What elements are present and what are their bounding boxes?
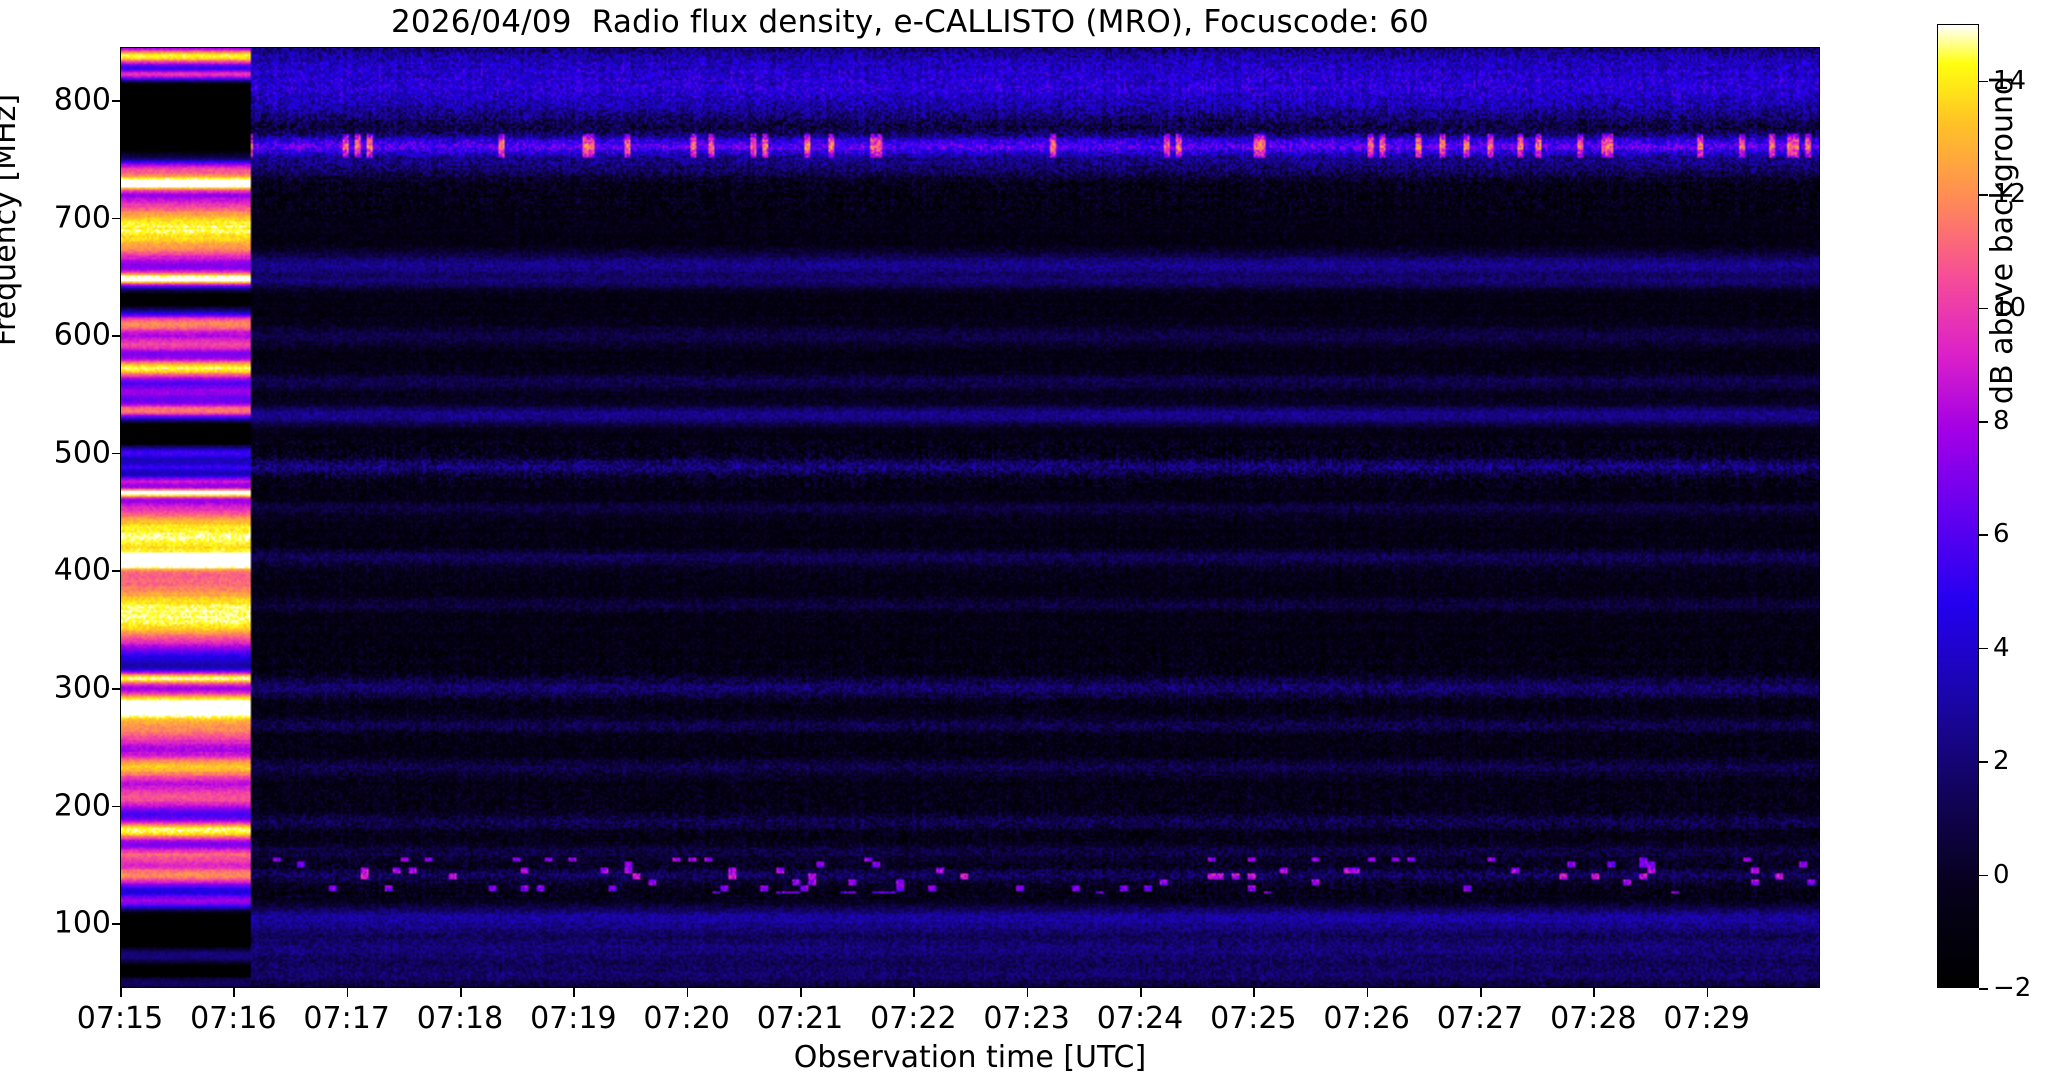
x-tick-label: 07:23: [983, 1001, 1070, 1036]
y-tick-mark: [112, 805, 121, 808]
x-tick-mark: [1026, 988, 1029, 997]
y-tick-label: 400: [53, 552, 111, 588]
x-tick-mark: [233, 988, 235, 997]
x-tick-label: 07:27: [1436, 1001, 1524, 1036]
y-tick-label: 800: [53, 82, 111, 118]
colorbar-gradient: [1938, 25, 1978, 987]
x-tick-mark: [346, 988, 349, 997]
colorbar-tick-mark: [1979, 80, 1988, 83]
y-tick-label: 300: [53, 670, 111, 706]
chart-title: 2026/04/09 Radio flux density, e-CALLIST…: [391, 4, 1429, 40]
colorbar-tick-label: 10: [1993, 292, 2027, 323]
x-tick-mark: [1253, 988, 1255, 997]
colorbar-tick-mark: [1979, 761, 1988, 763]
x-tick-mark: [686, 988, 689, 997]
x-tick-mark: [460, 988, 462, 997]
colorbar-label: dB above background: [1985, 75, 2020, 405]
x-tick-mark: [1480, 988, 1482, 997]
x-tick-label: 07:28: [1550, 1001, 1637, 1036]
y-tick-mark: [112, 923, 121, 925]
colorbar-tick-label: 2: [1993, 746, 2010, 777]
x-tick-label: 07:16: [190, 1001, 277, 1036]
colorbar-tick-mark: [1979, 307, 1988, 310]
x-tick-label: 07:24: [1096, 1001, 1184, 1036]
x-tick-mark: [1366, 988, 1369, 997]
colorbar-tick-label: 0: [1993, 859, 2010, 890]
y-tick-mark: [112, 335, 121, 337]
colorbar-tick-label: 6: [1993, 519, 2010, 550]
y-tick-mark: [112, 452, 121, 455]
x-tick-mark: [800, 988, 802, 997]
x-tick-mark: [1593, 988, 1595, 997]
colorbar-tick-mark: [1979, 194, 1988, 196]
x-tick-label: 07:19: [530, 1001, 617, 1036]
colorbar-tick-label: 4: [1993, 632, 2010, 663]
y-tick-label: 500: [53, 435, 111, 471]
y-tick-label: 700: [53, 200, 111, 236]
y-tick-mark: [112, 688, 121, 690]
y-tick-label: 200: [53, 788, 111, 824]
colorbar-tick-label: −2: [1993, 973, 2032, 1003]
colorbar-tick-label: 8: [1993, 405, 2010, 436]
y-tick-mark: [112, 570, 121, 573]
colorbar-tick-mark: [1979, 534, 1988, 536]
x-tick-mark: [913, 988, 915, 997]
y-tick-label: 600: [53, 317, 111, 353]
colorbar-tick-mark: [1979, 874, 1988, 877]
x-axis-label: Observation time [UTC]: [793, 1040, 1147, 1075]
x-tick-label: 07:15: [76, 1001, 164, 1036]
colorbar-tick-mark: [1979, 988, 1988, 990]
y-tick-mark: [112, 99, 121, 102]
x-tick-label: 07:17: [303, 1001, 390, 1036]
y-tick-mark: [112, 217, 121, 220]
x-tick-label: 07:22: [870, 1001, 957, 1036]
x-tick-mark: [1140, 988, 1142, 997]
x-tick-label: 07:20: [643, 1001, 730, 1036]
x-tick-label: 07:25: [1210, 1001, 1297, 1036]
colorbar-tick-label: 12: [1993, 179, 2027, 210]
x-tick-label: 07:18: [416, 1001, 504, 1036]
colorbar-tick-mark: [1979, 420, 1988, 423]
y-axis-label: Frequency [MHz]: [0, 93, 23, 347]
colorbar-tick-mark: [1979, 647, 1988, 650]
spectrogram-canvas: [121, 48, 1819, 987]
x-tick-label: 07:21: [756, 1001, 844, 1036]
spectrogram-plot[interactable]: [120, 47, 1820, 988]
x-tick-label: 07:26: [1323, 1001, 1410, 1036]
y-tick-label: 100: [53, 905, 111, 941]
x-tick-label: 07:29: [1663, 1001, 1750, 1036]
x-tick-mark: [1706, 988, 1709, 997]
colorbar[interactable]: [1937, 24, 1979, 988]
colorbar-tick-label: 14: [1993, 65, 2027, 96]
x-tick-mark: [573, 988, 575, 997]
x-tick-mark: [120, 988, 122, 997]
